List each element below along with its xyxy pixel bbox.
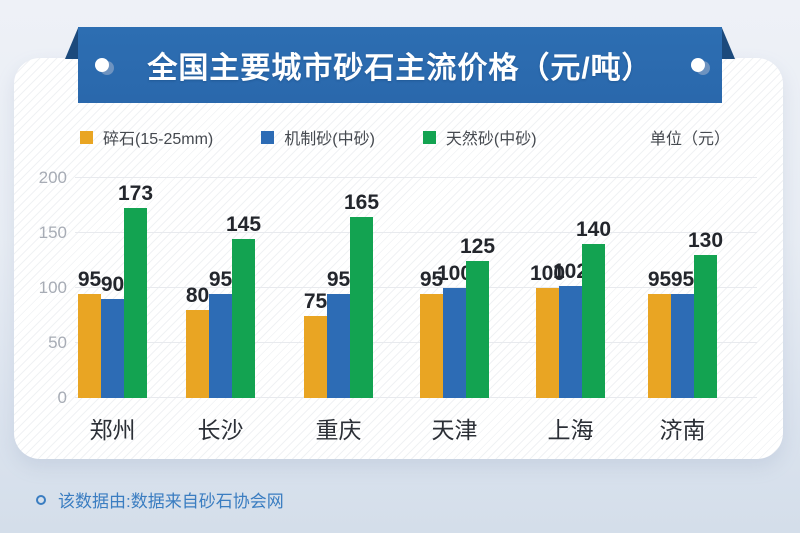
gridline bbox=[75, 342, 757, 343]
bar-series0-3 bbox=[420, 293, 443, 398]
legend-item-1: 机制砂(中砂) bbox=[261, 125, 375, 149]
page-title: 全国主要城市砂石主流价格（元/吨） bbox=[147, 52, 653, 85]
bar-value-label: 100 bbox=[529, 262, 566, 285]
legend-label: 天然砂(中砂) bbox=[445, 131, 537, 148]
circle-bullet-icon bbox=[36, 494, 46, 505]
bar-value-label: 95 bbox=[647, 267, 672, 291]
y-tick-label: 200 bbox=[38, 168, 67, 187]
unit-label: 单位（元） bbox=[649, 131, 730, 148]
bar-group-1: 80 95 145 长沙 bbox=[186, 178, 261, 443]
bar-value-label: 100 bbox=[436, 262, 473, 285]
bar-value-label: 95 bbox=[208, 267, 233, 291]
bar-value-label: 80 bbox=[185, 284, 210, 307]
bar-series0-1 bbox=[186, 310, 209, 398]
y-tick-label: 150 bbox=[38, 223, 67, 242]
bar-series1-0 bbox=[101, 299, 124, 398]
chart-legend: 碎石(15-25mm) 机制砂(中砂) 天然砂(中砂) 单位（元） bbox=[80, 125, 730, 149]
bar-value-label: 95 bbox=[670, 267, 695, 291]
bar-group-5: 95 95 130 济南 bbox=[648, 178, 723, 444]
x-axis-label: 上海 bbox=[547, 417, 594, 443]
bar-series2-4 bbox=[582, 244, 605, 398]
bar-value-label: 95 bbox=[77, 267, 102, 291]
source-note: 该数据由:数据来自砂石协会网 bbox=[36, 487, 284, 512]
legend-label: 机制砂(中砂) bbox=[284, 131, 375, 148]
x-axis-label: 郑州 bbox=[89, 417, 136, 443]
bar-value-label: 140 bbox=[575, 218, 612, 241]
bar-series1-3 bbox=[443, 288, 466, 398]
bar-value-label: 95 bbox=[419, 267, 444, 291]
bar-value-label: 75 bbox=[303, 289, 328, 313]
title-banner: 全国主要城市砂石主流价格（元/吨） bbox=[78, 27, 722, 103]
decor-dot-left-icon bbox=[95, 58, 110, 72]
bar-value-label: 165 bbox=[343, 190, 380, 214]
bar-group-2: 75 95 165 重庆 bbox=[304, 178, 379, 443]
bar-series2-0 bbox=[124, 207, 147, 398]
ribbon-fold-right-icon bbox=[722, 28, 735, 59]
x-axis-label: 天津 bbox=[431, 417, 478, 443]
gridline bbox=[75, 177, 757, 178]
gridline bbox=[75, 287, 757, 288]
bar-series2-2 bbox=[350, 216, 373, 398]
legend-item-0: 碎石(15-25mm) bbox=[80, 125, 213, 149]
gridline bbox=[75, 232, 757, 233]
gridline bbox=[75, 397, 757, 398]
legend-swatch-icon bbox=[261, 130, 275, 144]
y-tick-label: 50 bbox=[48, 333, 67, 352]
bar-series1-4 bbox=[559, 285, 582, 398]
bar-series1-5 bbox=[671, 293, 694, 398]
bar-series0-4 bbox=[536, 288, 559, 398]
legend-item-2: 天然砂(中砂) bbox=[422, 125, 537, 149]
source-note-text: 该数据由:数据来自砂石协会网 bbox=[58, 492, 284, 511]
bar-series0-2 bbox=[304, 315, 327, 398]
bar-series1-1 bbox=[209, 293, 232, 398]
bar-series2-3 bbox=[466, 260, 489, 398]
legend-label: 碎石(15-25mm) bbox=[103, 131, 214, 148]
bar-value-label: 173 bbox=[117, 181, 154, 205]
bar-series1-2 bbox=[327, 293, 350, 398]
bar-value-label: 95 bbox=[326, 267, 351, 291]
x-axis-label: 长沙 bbox=[197, 417, 244, 443]
bar-chart-plot: 0 50 100 150 200 95 90 173 郑州 80 95 145 长沙 75 95 165 重庆 9… bbox=[39, 169, 757, 444]
bar-series2-5 bbox=[694, 255, 717, 398]
y-tick-label: 100 bbox=[38, 278, 67, 297]
bar-group-0: 95 90 173 郑州 bbox=[78, 178, 153, 443]
x-axis-label: 济南 bbox=[659, 417, 706, 443]
bar-value-label: 125 bbox=[459, 234, 496, 258]
ribbon-fold-left-icon bbox=[65, 28, 78, 59]
bar-value-label: 145 bbox=[225, 212, 262, 236]
legend-swatch-icon bbox=[422, 130, 436, 144]
bar-value-label: 90 bbox=[100, 273, 125, 296]
bar-group-4: 100 102 140 上海 bbox=[530, 178, 611, 444]
y-tick-label: 0 bbox=[57, 388, 67, 407]
bar-series0-5 bbox=[648, 293, 671, 398]
bar-series0-0 bbox=[78, 293, 101, 398]
legend-swatch-icon bbox=[80, 130, 93, 144]
bar-series2-1 bbox=[232, 238, 255, 398]
decor-dot-right-icon bbox=[690, 58, 705, 72]
x-axis-label: 重庆 bbox=[315, 417, 362, 443]
bar-value-label: 130 bbox=[687, 229, 724, 252]
bar-value-label: 102 bbox=[552, 259, 589, 283]
bar-group-3: 95 100 125 天津 bbox=[420, 178, 495, 443]
